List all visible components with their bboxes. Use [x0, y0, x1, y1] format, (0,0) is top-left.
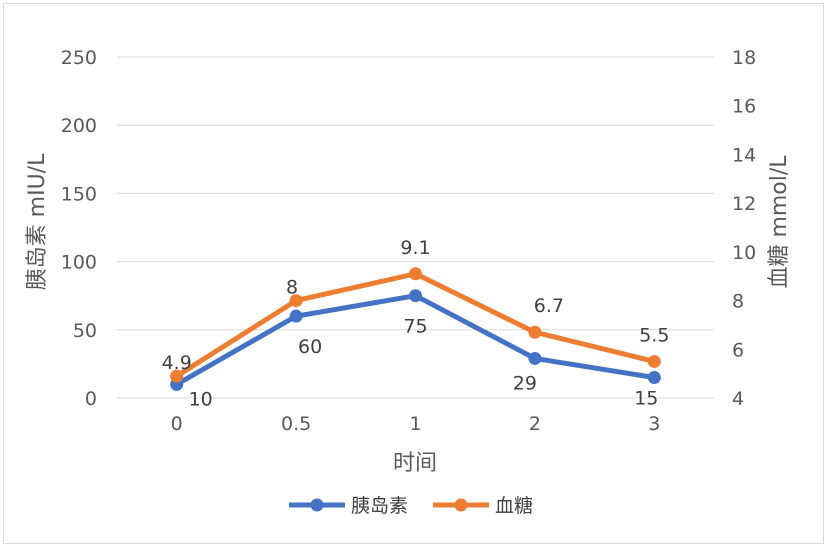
data-point	[409, 267, 422, 281]
y-left-tick-label: 100	[61, 252, 97, 274]
legend-marker	[310, 498, 324, 512]
y-right-tick-label: 6	[732, 339, 744, 361]
data-labels: 10 60 75 29 15 4.9 8 9.1 6.7 5.5	[162, 237, 670, 411]
y-left-tick-label: 250	[61, 47, 97, 69]
data-label: 4.9	[162, 352, 192, 374]
data-point	[647, 354, 661, 368]
data-point	[528, 325, 542, 339]
legend: 胰岛素 血糖	[289, 495, 533, 517]
legend-label: 血糖	[495, 495, 533, 517]
data-label: 6.7	[534, 295, 564, 317]
series	[170, 267, 661, 391]
y-right-tick-label: 18	[732, 47, 756, 69]
y-right-tick-label: 14	[732, 144, 756, 166]
series-line	[175, 293, 655, 387]
data-label: 8	[286, 277, 298, 299]
y-left-axis-title: 胰岛素 mIU/L	[25, 153, 50, 290]
x-axis-title: 时间	[393, 451, 437, 476]
y-right-tick-label: 10	[732, 242, 756, 264]
data-point	[409, 289, 422, 303]
data-point	[647, 371, 661, 385]
x-tick-label: 0	[171, 413, 183, 435]
data-label: 10	[189, 388, 213, 410]
legend-marker	[454, 498, 468, 512]
data-label: 9.1	[400, 237, 430, 259]
legend-label: 胰岛素	[351, 495, 408, 517]
data-label: 15	[634, 388, 658, 410]
data-label: 60	[298, 336, 322, 358]
y-right-tick-label: 16	[732, 96, 756, 118]
y-right-tick-label: 4	[732, 388, 744, 410]
x-tick-label: 0.5	[281, 413, 311, 435]
data-point	[289, 309, 303, 323]
y-left-tick-label: 150	[61, 183, 97, 205]
x-tick-label: 2	[529, 413, 541, 435]
data-point	[289, 294, 303, 308]
data-label: 5.5	[639, 324, 669, 346]
data-label: 29	[513, 372, 537, 394]
gridlines	[117, 56, 714, 399]
y-right-tick-label: 12	[732, 193, 756, 215]
y-left-tick-label: 200	[61, 115, 97, 137]
data-label: 75	[403, 316, 427, 338]
x-tick-label: 1	[409, 413, 421, 435]
data-point	[170, 369, 184, 383]
y-left-tick-label: 0	[85, 388, 97, 410]
x-tick-label: 3	[648, 413, 660, 435]
data-point	[528, 351, 542, 365]
y-right-tick-label: 8	[732, 291, 744, 313]
y-left-tick-label: 50	[73, 320, 97, 342]
y-right-axis-title: 血糖 mmol/L	[767, 155, 792, 289]
